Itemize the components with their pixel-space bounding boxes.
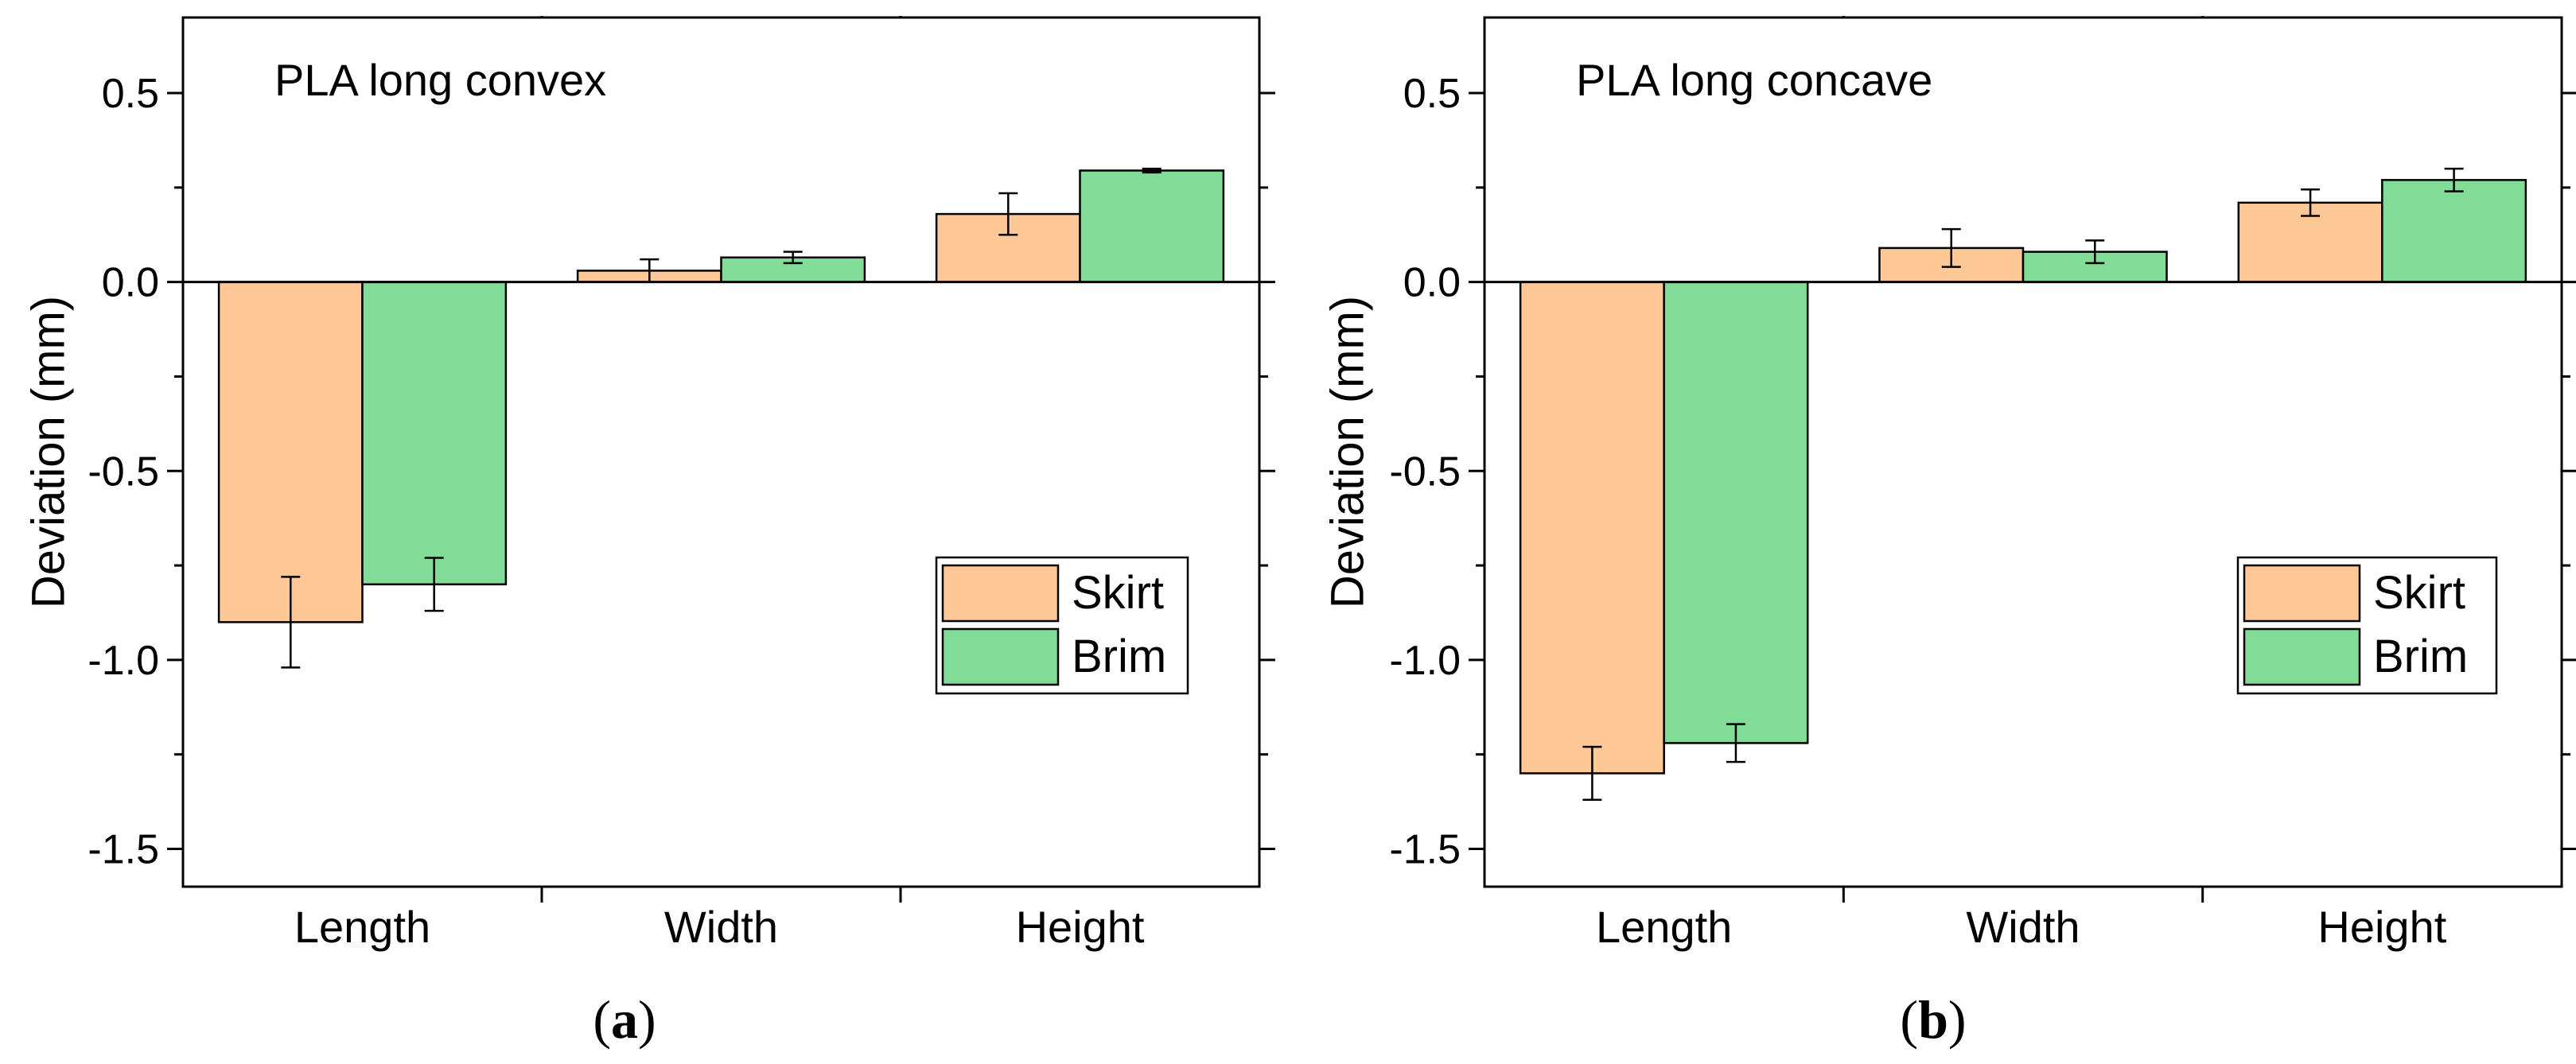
legend-swatch-brim bbox=[941, 627, 1060, 686]
chart-panel-b: 0.5 0.0 -0.5 -1.0 -1.5 Length Width Height Devia… bbox=[1321, 16, 2576, 1050]
legend-swatch-brim bbox=[2243, 627, 2361, 686]
legend-label-brim: Brim bbox=[1072, 631, 1166, 682]
y-tick-label: -0.5 bbox=[1389, 449, 1461, 495]
chart-panel-a: 0.5 0.0 -0.5 -1.0 -1.5 Length Width Height Devia… bbox=[22, 16, 1275, 1050]
x-tick-label-width: Width bbox=[664, 902, 778, 952]
y-tick-label: 0.0 bbox=[102, 260, 159, 306]
panel-label: (a) bbox=[593, 989, 656, 1050]
y-tick-label: -1.5 bbox=[1389, 826, 1461, 872]
panel-label-close-paren: ) bbox=[638, 989, 656, 1050]
y-tick-label: 0.5 bbox=[102, 71, 159, 117]
x-tick-label-height: Height bbox=[2317, 902, 2446, 952]
bar-brim-height bbox=[2381, 179, 2527, 283]
y-axis-label: Deviation (mm) bbox=[1321, 296, 1373, 608]
plot-frame bbox=[181, 16, 1261, 888]
y-tick-label: -0.5 bbox=[88, 449, 159, 495]
legend-swatch-skirt bbox=[2243, 564, 2361, 623]
y-tick-label: 0.5 bbox=[1403, 71, 1461, 117]
panel-label-letter: a bbox=[611, 989, 638, 1050]
panel-label-open-paren: ( bbox=[593, 989, 611, 1050]
legend-label-skirt: Skirt bbox=[2373, 567, 2465, 619]
x-tick-label-length: Length bbox=[1596, 902, 1732, 952]
y-axis-label: Deviation (mm) bbox=[22, 296, 74, 608]
legend-label-skirt: Skirt bbox=[1072, 567, 1164, 619]
y-tick-label: -1.0 bbox=[1389, 638, 1461, 684]
y-tick-label: 0.0 bbox=[1403, 260, 1461, 306]
x-tick-label-height: Height bbox=[1016, 902, 1145, 952]
panel-label-close-paren: ) bbox=[1948, 989, 1967, 1050]
panel-label: (b) bbox=[1900, 989, 1966, 1050]
plot-frame bbox=[1483, 16, 2563, 888]
bar-brim-length bbox=[1663, 281, 1809, 744]
panel-label-letter: b bbox=[1918, 989, 1948, 1050]
x-tick-label-width: Width bbox=[1966, 902, 2080, 952]
bar-brim-length bbox=[361, 281, 508, 586]
y-tick-label: -1.0 bbox=[88, 638, 159, 684]
bar-skirt-length bbox=[1519, 281, 1665, 775]
panel-label-open-paren: ( bbox=[1900, 989, 1918, 1050]
bar-skirt-length bbox=[217, 281, 364, 623]
chart-title: PLA long concave bbox=[1576, 55, 1932, 105]
legend-swatch-skirt bbox=[941, 564, 1060, 623]
chart-title: PLA long convex bbox=[274, 55, 606, 105]
bar-brim-height bbox=[1079, 169, 1225, 283]
x-tick-label-length: Length bbox=[294, 902, 430, 952]
legend-label-brim: Brim bbox=[2373, 631, 2468, 682]
y-tick-label: -1.5 bbox=[88, 826, 159, 872]
